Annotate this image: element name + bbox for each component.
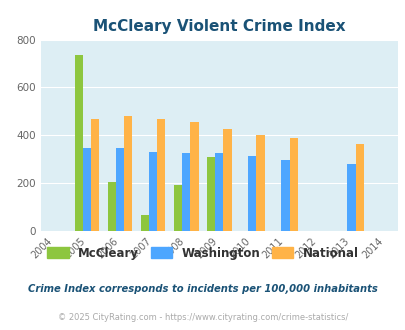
Bar: [256, 135, 264, 231]
Bar: [223, 129, 231, 231]
Bar: [347, 164, 355, 231]
Bar: [181, 152, 190, 231]
Text: Crime Index corresponds to incidents per 100,000 inhabitants: Crime Index corresponds to incidents per…: [28, 284, 377, 294]
Title: McCleary Violent Crime Index: McCleary Violent Crime Index: [93, 19, 345, 34]
Bar: [247, 156, 256, 231]
Bar: [281, 160, 289, 231]
Bar: [355, 144, 363, 231]
Bar: [83, 148, 91, 231]
Bar: [91, 118, 99, 231]
Bar: [75, 55, 83, 231]
Bar: [149, 152, 157, 231]
Bar: [206, 157, 215, 231]
Legend: McCleary, Washington, National: McCleary, Washington, National: [43, 242, 362, 264]
Bar: [107, 182, 115, 231]
Bar: [124, 116, 132, 231]
Text: © 2025 CityRating.com - https://www.cityrating.com/crime-statistics/: © 2025 CityRating.com - https://www.city…: [58, 313, 347, 322]
Bar: [115, 148, 124, 231]
Bar: [140, 215, 149, 231]
Bar: [190, 122, 198, 231]
Bar: [173, 185, 181, 231]
Bar: [215, 153, 223, 231]
Bar: [157, 118, 165, 231]
Bar: [289, 138, 297, 231]
